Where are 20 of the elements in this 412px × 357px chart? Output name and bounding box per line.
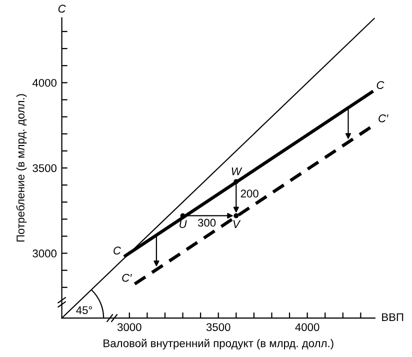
y-tick-label: 3000	[32, 250, 57, 258]
data-label: V	[233, 220, 241, 228]
data-label: W	[232, 168, 242, 176]
annotation: 300	[198, 218, 216, 227]
text: C	[58, 4, 66, 13]
text: C	[376, 81, 384, 90]
text: ВВП	[382, 313, 404, 321]
y-tick-label: 4000	[32, 78, 57, 87]
y-tick-label: 3500	[32, 164, 57, 172]
annotation: 45°	[76, 306, 92, 314]
text: C′	[378, 114, 388, 122]
annotation: 200	[240, 190, 258, 198]
x-axis-title: Валовой внутренний продукт (в млрд. долл.)	[104, 338, 334, 350]
data-label: U	[180, 220, 187, 228]
x-tick-label: 4000	[295, 323, 320, 332]
x-tick-label: 3000	[117, 323, 142, 332]
y-axis-title: Потребление (в млрд. долл.)	[16, 94, 27, 242]
x-tick-label: 3500	[206, 323, 230, 332]
series-label: C′	[122, 274, 132, 282]
series-label: C	[114, 246, 122, 254]
